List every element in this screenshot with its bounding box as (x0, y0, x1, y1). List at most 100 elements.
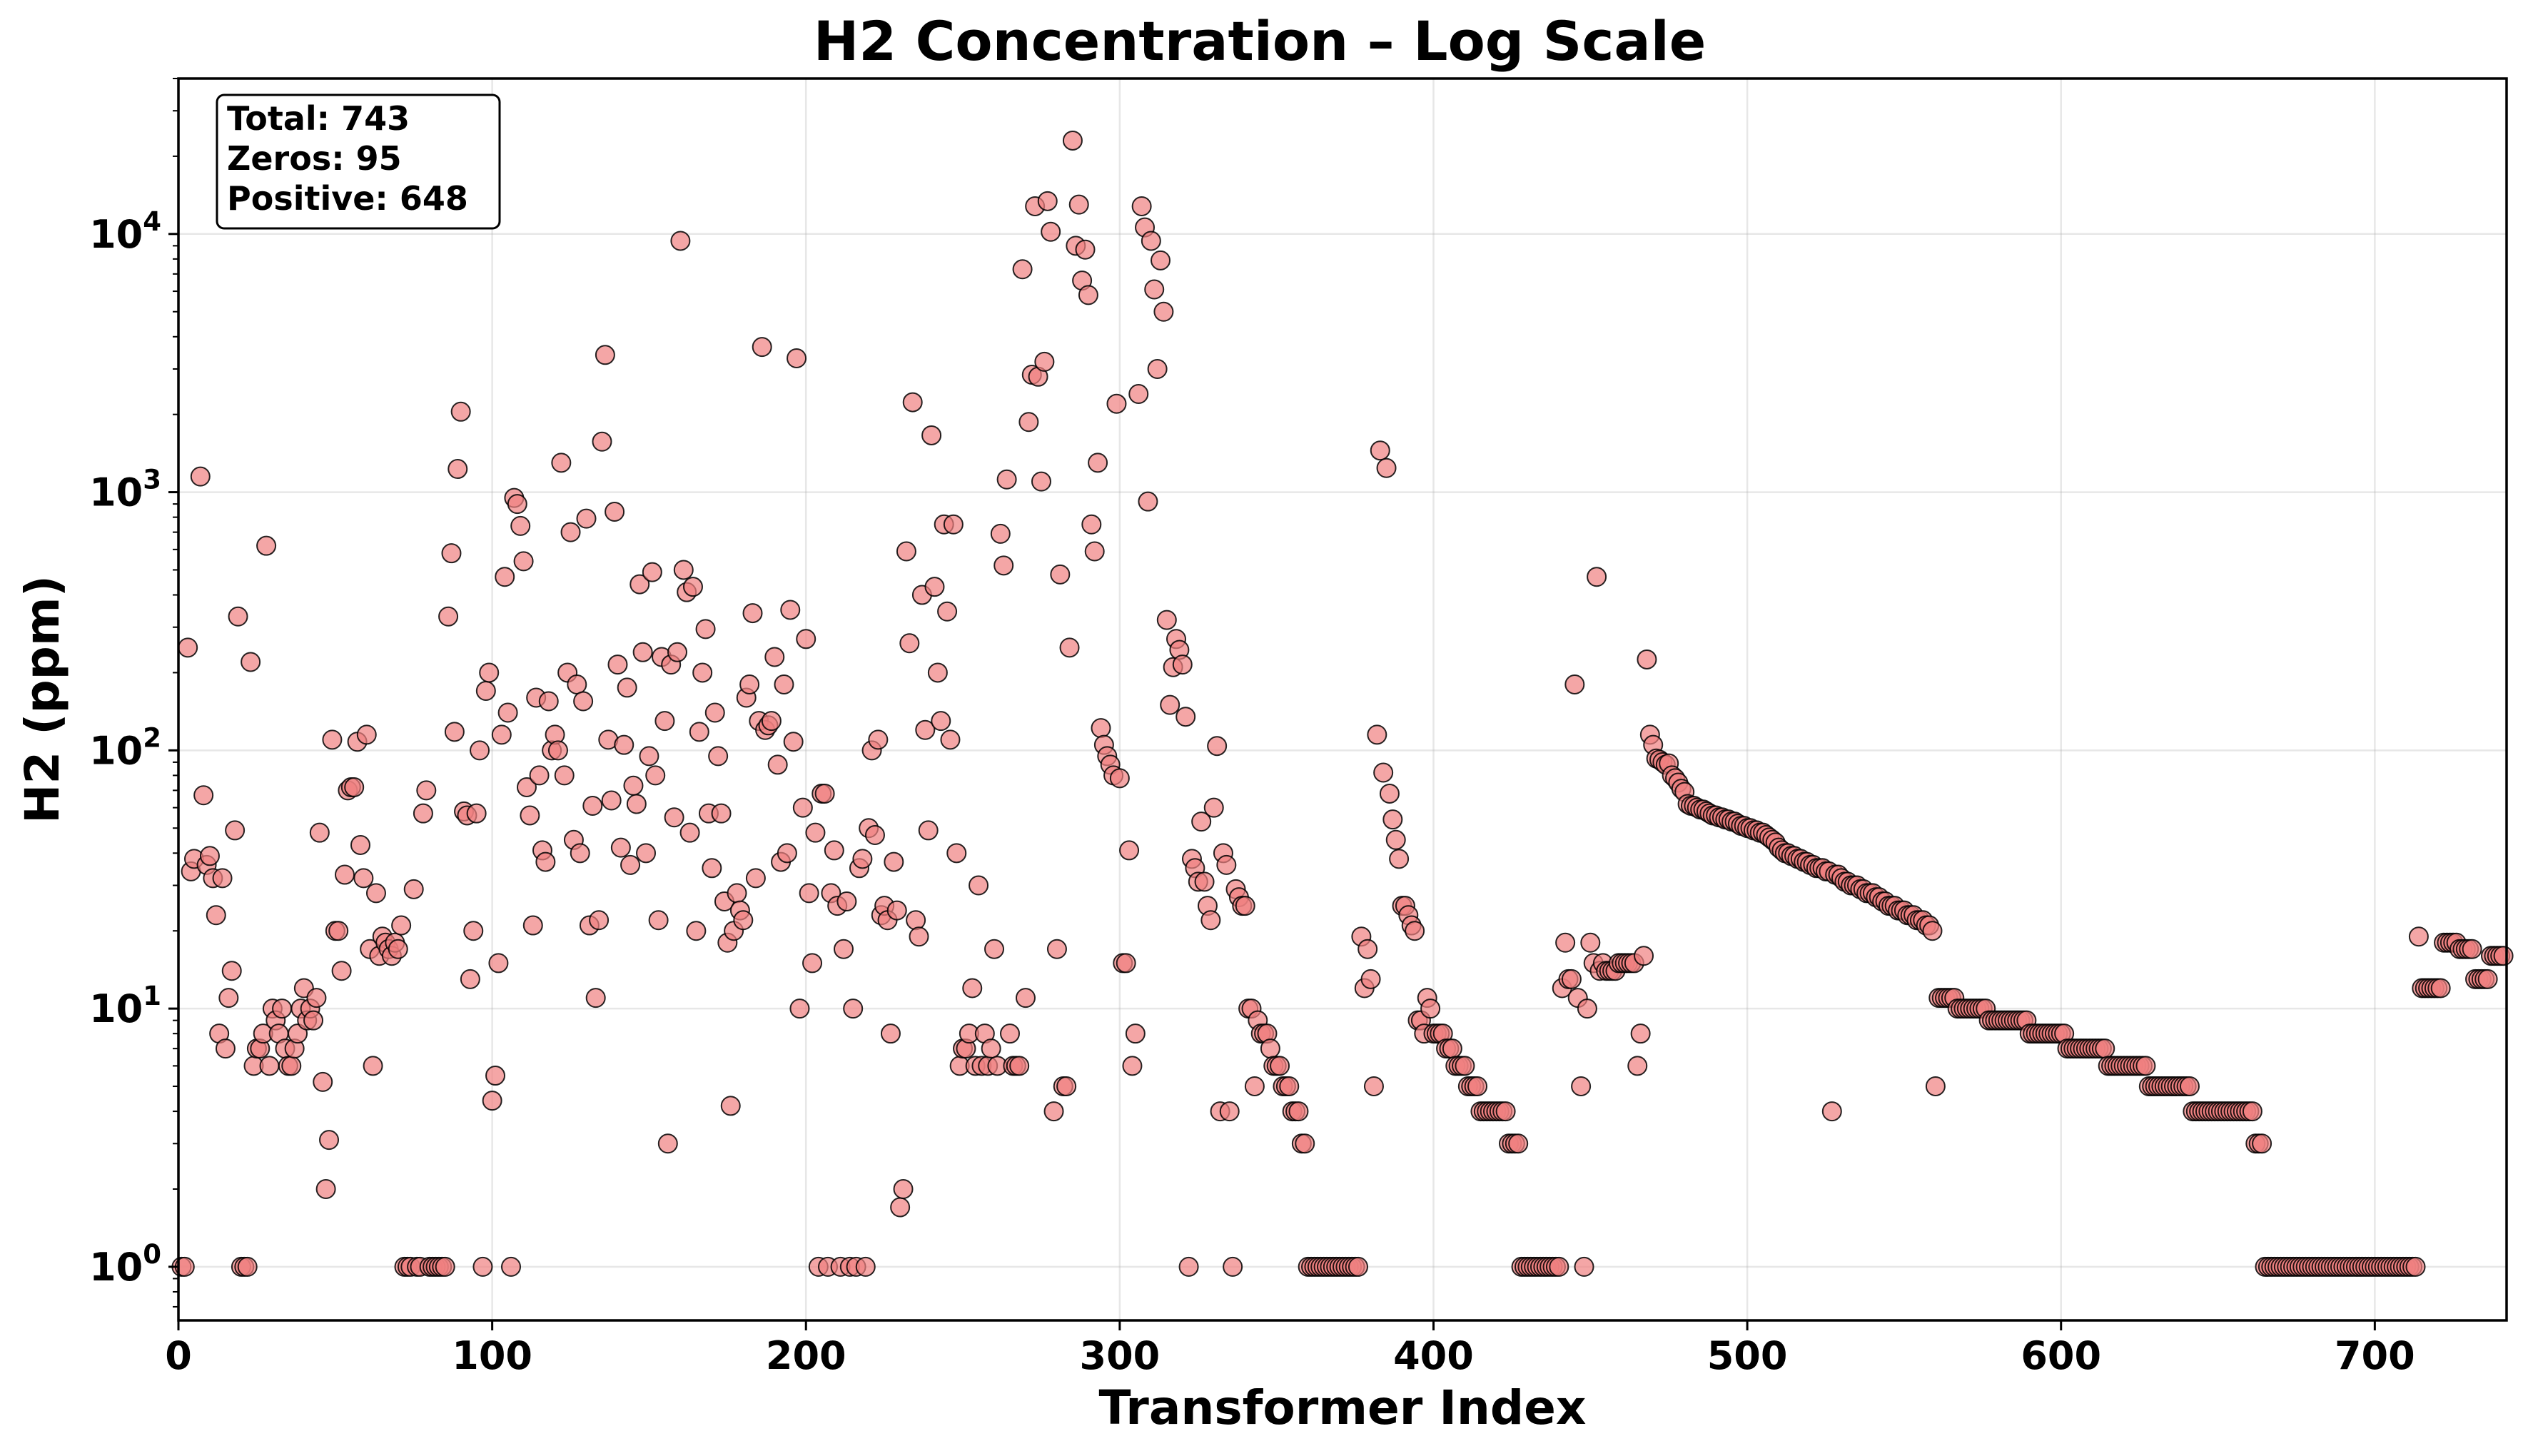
data-point (1219, 1101, 1240, 1122)
y-tick-base: 10 (89, 986, 143, 1031)
data-point (485, 1066, 506, 1086)
data-point (1382, 809, 1403, 830)
data-point (438, 606, 459, 627)
data-point (2135, 1056, 2156, 1076)
data-point (576, 508, 597, 529)
data-point (520, 805, 540, 826)
x-tick-label: 700 (2335, 1333, 2415, 1378)
data-point (589, 910, 610, 931)
data-point (654, 711, 675, 732)
data-point (1634, 946, 1654, 966)
data-point (1075, 239, 1096, 260)
data-point (535, 851, 556, 872)
data-point (435, 1256, 455, 1277)
data-point (1373, 762, 1394, 783)
data-point (906, 910, 926, 931)
data-point (1627, 1056, 1648, 1076)
data-point (365, 883, 386, 904)
data-point (824, 840, 844, 861)
data-point (1015, 988, 1036, 1008)
stats-box-frame (216, 93, 501, 230)
data-point (704, 702, 725, 723)
data-point (1455, 1056, 1475, 1076)
data-point (836, 891, 857, 911)
data-point (601, 790, 622, 811)
data-point (1122, 1056, 1143, 1076)
chart-title: H2 Concentration – Log Scale (814, 9, 1707, 73)
data-point (632, 642, 653, 662)
x-tick-label: 200 (766, 1333, 846, 1378)
data-point (1056, 1076, 1077, 1097)
stats-zeros: Zeros: 95 (227, 139, 402, 178)
data-point (664, 807, 684, 828)
x-tick-label: 0 (165, 1333, 192, 1378)
data-point (852, 849, 873, 869)
data-point (463, 921, 484, 941)
data-point (733, 910, 754, 931)
data-point (796, 629, 816, 649)
data-point (306, 988, 327, 1008)
x-tick-label: 300 (1080, 1333, 1161, 1378)
data-point (1012, 259, 1033, 280)
data-points (171, 130, 2514, 1277)
y-tick-label: 101 (89, 981, 161, 1031)
data-point (921, 425, 942, 445)
data-point (1128, 384, 1149, 405)
data-point (1370, 440, 1390, 461)
data-point (918, 820, 939, 841)
data-point (899, 633, 920, 654)
stats-positive: Positive: 648 (227, 179, 468, 218)
data-point (1138, 491, 1158, 512)
data-point (1046, 939, 1067, 959)
data-point (1561, 969, 1582, 989)
data-point (221, 961, 242, 981)
data-point (259, 1056, 280, 1076)
data-point (479, 662, 500, 683)
data-point (605, 501, 625, 522)
data-point (1405, 921, 1425, 941)
data-point (560, 522, 581, 542)
data-point (657, 1133, 678, 1154)
data-point (1031, 471, 1051, 492)
data-point (1041, 221, 1061, 242)
data-point (1175, 707, 1196, 727)
data-point (582, 796, 603, 817)
data-point (2477, 969, 2498, 989)
data-point (1156, 610, 1177, 630)
data-point (884, 851, 904, 872)
data-point (984, 939, 1005, 959)
data-point (1244, 1076, 1265, 1097)
data-point (1078, 285, 1098, 305)
data-point (1018, 412, 1039, 433)
data-point (1178, 1256, 1199, 1277)
data-point (309, 822, 330, 843)
data-point (551, 453, 572, 473)
data-point (805, 822, 826, 843)
data-point (199, 846, 220, 866)
data-point (1363, 1076, 1384, 1097)
data-point (1106, 393, 1127, 414)
data-point (1555, 932, 1576, 953)
data-point (924, 577, 945, 597)
y-tick-label: 104 (89, 206, 161, 257)
data-point (482, 1091, 502, 1111)
data-point (344, 777, 365, 797)
data-point (475, 680, 496, 701)
data-point (702, 858, 722, 879)
data-point (335, 864, 355, 885)
data-point (1160, 694, 1180, 715)
data-point (1922, 921, 1943, 941)
data-point (1223, 1256, 1243, 1277)
data-point (789, 999, 810, 1019)
data-point (630, 574, 650, 595)
stats-box: Total: 743 Zeros: 95 Positive: 648 (216, 93, 501, 230)
data-point (1050, 564, 1071, 585)
data-point (1147, 358, 1168, 379)
data-point (777, 843, 797, 864)
data-point (1288, 1101, 1309, 1122)
data-point (218, 988, 239, 1008)
data-point (940, 729, 961, 750)
y-tick-base: 10 (89, 470, 143, 515)
data-point (711, 803, 732, 824)
